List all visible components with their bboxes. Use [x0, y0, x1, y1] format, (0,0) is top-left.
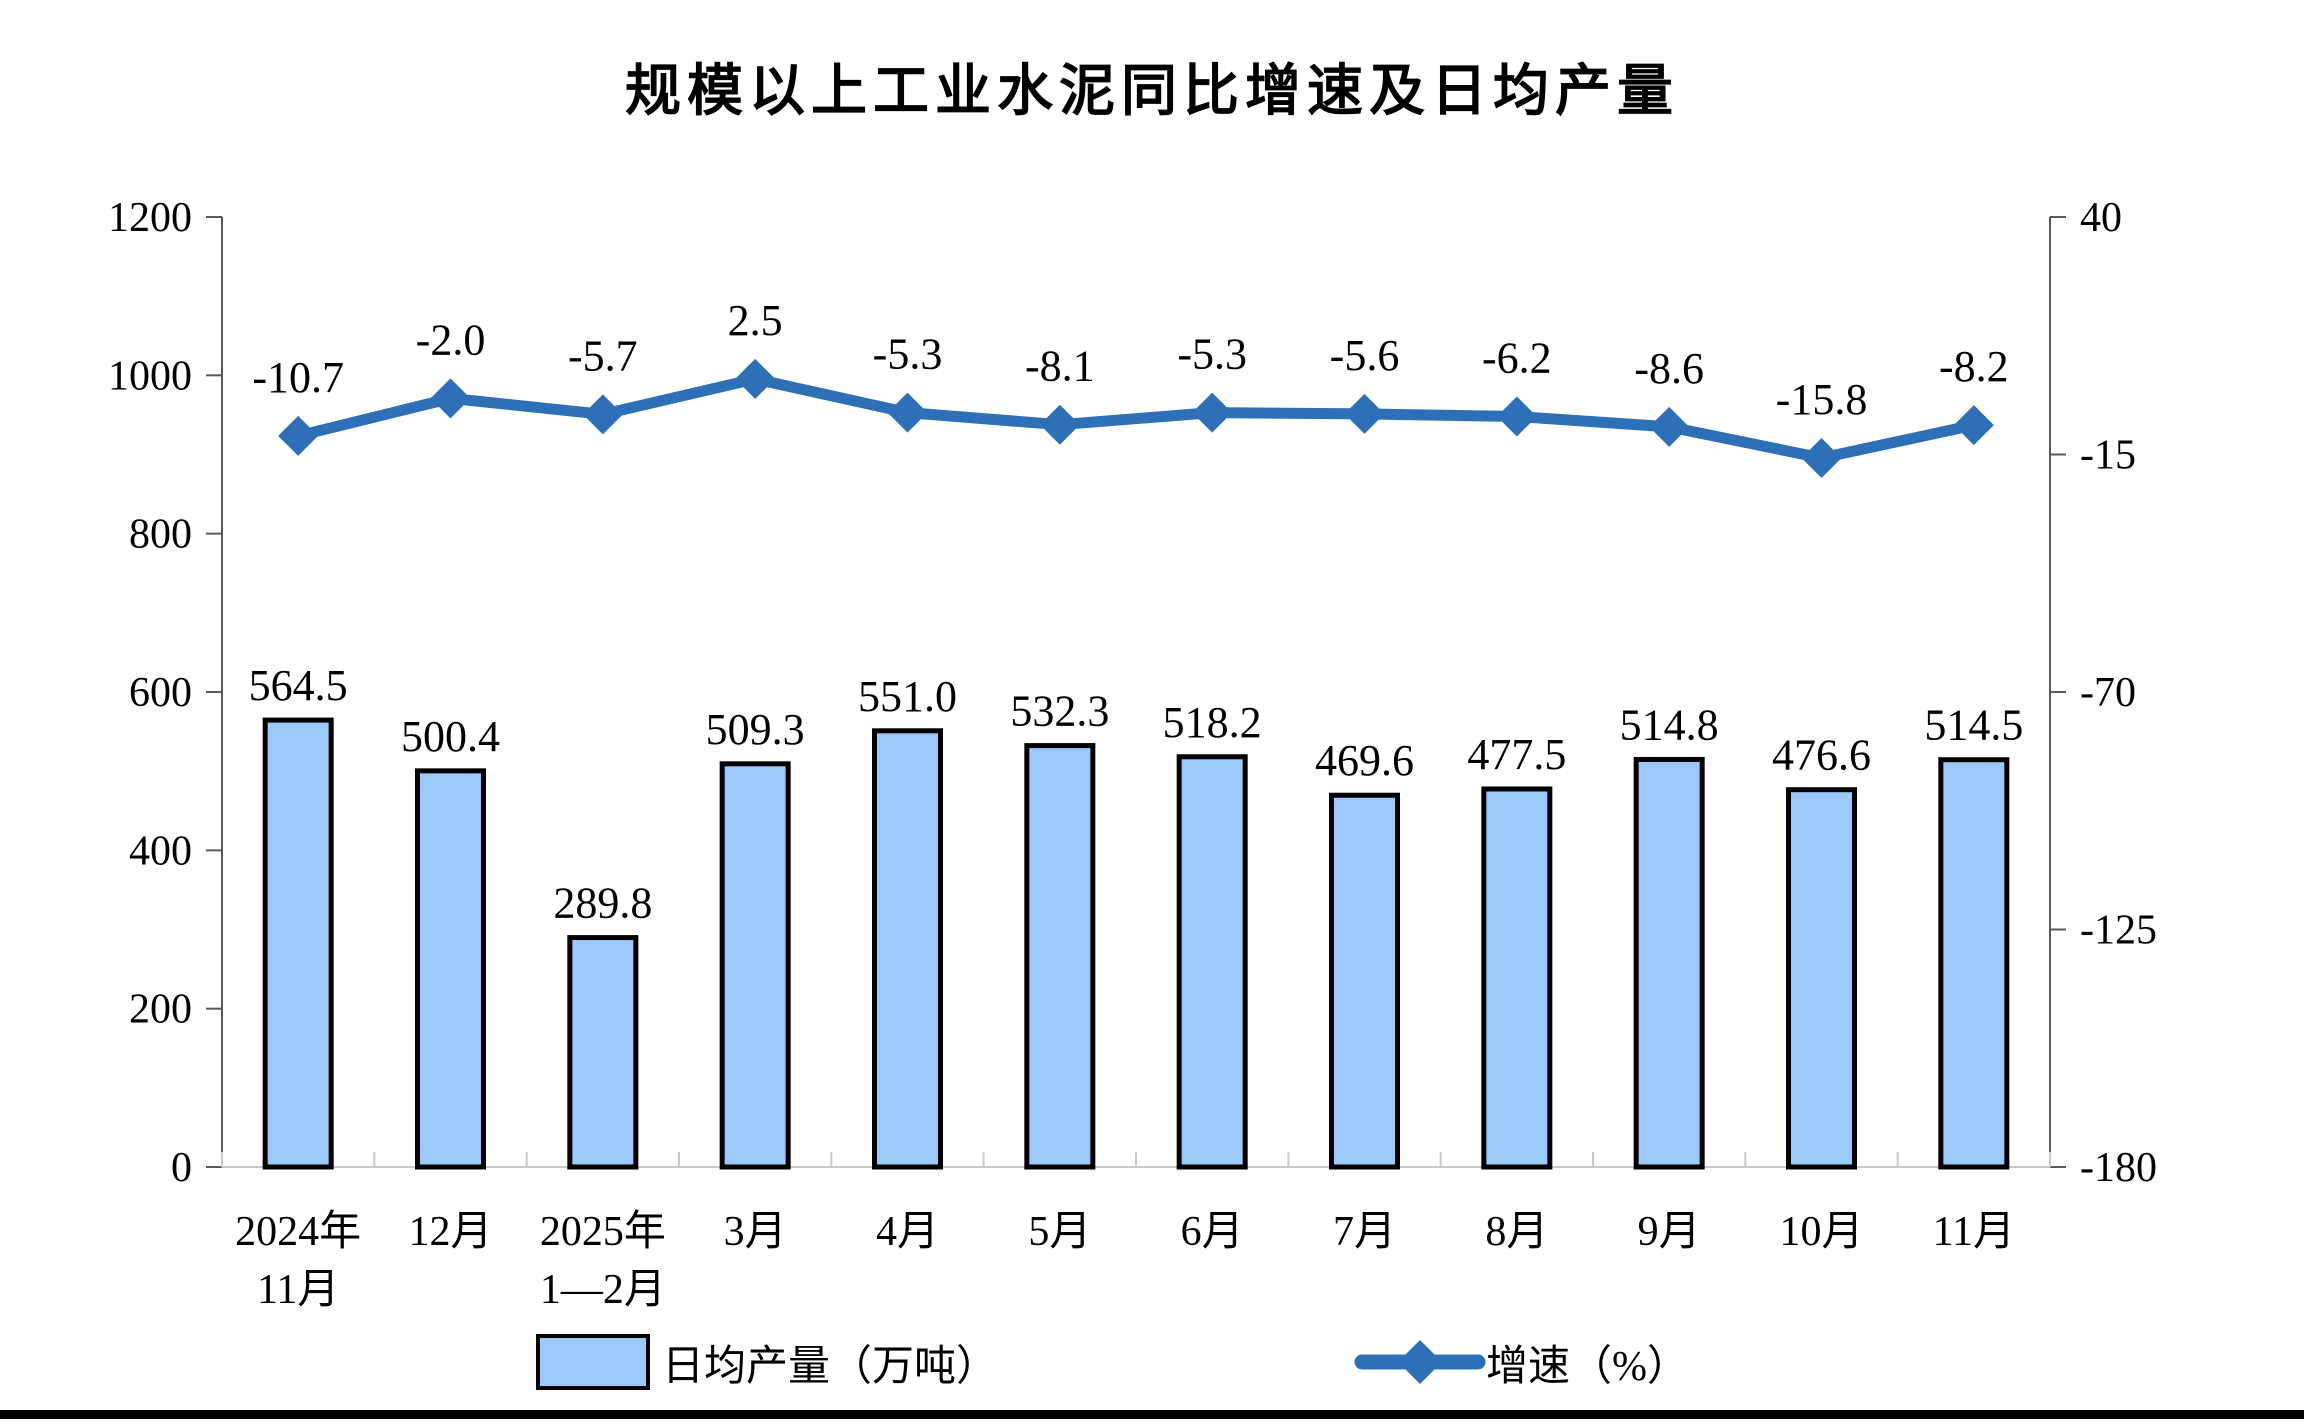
left-axis-tick-label: 400 [129, 828, 192, 874]
line-marker-diamond [430, 378, 471, 419]
bar-value-label: 509.3 [706, 705, 805, 754]
line-value-label: -6.2 [1482, 334, 1552, 383]
x-axis-category-label: 1—2月 [540, 1267, 666, 1313]
line-marker-diamond [1496, 396, 1537, 437]
left-axis-tick-label: 0 [171, 1145, 192, 1191]
x-axis-category-label: 7月 [1333, 1209, 1396, 1255]
legend-diamond-icon [1398, 1340, 1442, 1384]
line-value-label: -8.6 [1634, 344, 1704, 393]
bar [1481, 786, 1553, 1170]
line-value-label: -5.3 [873, 330, 943, 379]
x-axis-category-label: 8月 [1485, 1209, 1548, 1255]
line-value-label: 2.5 [728, 296, 783, 345]
bar [1024, 743, 1096, 1170]
x-axis-category-label: 10月 [1779, 1209, 1863, 1255]
bar [719, 761, 791, 1170]
bar-value-label: 551.0 [858, 672, 957, 721]
bar-value-label: 469.6 [1315, 736, 1414, 785]
right-axis-tick-label: 40 [2080, 195, 2122, 241]
line-value-label: -8.1 [1025, 342, 1095, 391]
bar-value-label: 477.5 [1467, 730, 1566, 779]
line-marker-diamond [1953, 405, 1994, 446]
x-axis-category-label: 2025年 [540, 1208, 666, 1255]
growth-line [292, 373, 1980, 464]
page-bottom-divider [0, 1410, 2304, 1419]
right-axis-tick-label: -70 [2080, 670, 2136, 716]
bar [262, 717, 334, 1170]
bar-value-label: 476.6 [1772, 731, 1871, 780]
x-axis-category-label: 4月 [876, 1209, 939, 1255]
left-axis-tick-label: 1000 [108, 353, 192, 399]
line-marker-diamond [1192, 392, 1233, 433]
line-marker-diamond [735, 358, 776, 399]
x-axis-category-label: 6月 [1181, 1209, 1244, 1255]
line-value-label: -5.7 [568, 331, 638, 380]
line-value-label: -10.7 [252, 353, 344, 402]
legend-bar-label: 日均产量（万吨） [662, 1344, 998, 1390]
chart-title: 规模以上工业水泥同比增速及日均产量 [625, 59, 1679, 122]
bar [415, 768, 486, 1170]
left-axis-tick-label: 200 [129, 987, 192, 1033]
bar-value-label: 514.5 [1924, 701, 2023, 750]
x-axis-category-label: 11月 [257, 1267, 339, 1313]
bar [1176, 754, 1248, 1170]
bar-value-label: 289.8 [553, 879, 652, 928]
line-marker-diamond [1344, 393, 1385, 434]
legend-line-label: 增速（%） [1486, 1344, 1689, 1390]
line-marker-diamond [1039, 404, 1080, 445]
x-axis-category-label: 11月 [1933, 1209, 2015, 1255]
line-marker-diamond [278, 415, 319, 456]
bar [567, 935, 639, 1170]
right-axis-tick-label: -180 [2080, 1145, 2157, 1191]
bar [1329, 792, 1400, 1170]
bar-value-label: 518.2 [1163, 698, 1262, 747]
bar [1633, 756, 1705, 1170]
x-axis-category-label: 2024年 [235, 1208, 361, 1255]
bar-value-label: 514.8 [1620, 700, 1719, 749]
line-marker-diamond [1801, 437, 1842, 478]
x-axis-category-label: 9月 [1638, 1209, 1701, 1255]
line-value-label: -5.6 [1330, 331, 1400, 380]
x-axis-category-label: 12月 [408, 1209, 492, 1255]
line-marker-diamond [582, 394, 623, 435]
legend-bar-swatch [536, 1334, 650, 1390]
line-marker-diamond [1649, 406, 1690, 447]
bar-value-label: 500.4 [401, 712, 500, 761]
bar [872, 728, 943, 1170]
line-value-label: -5.3 [1177, 330, 1247, 379]
x-axis-category-label: 3月 [724, 1209, 787, 1255]
bar [1786, 787, 1857, 1170]
left-axis-tick-label: 1200 [108, 195, 192, 241]
left-axis-tick-label: 800 [129, 512, 192, 558]
left-axis-tick-label: 600 [129, 670, 192, 716]
line-value-label: -15.8 [1776, 375, 1868, 424]
bar [1938, 757, 2010, 1170]
line-value-label: -2.0 [416, 315, 486, 364]
bar-value-label: 532.3 [1010, 687, 1109, 736]
line-value-label: -8.2 [1939, 342, 2009, 391]
x-axis-category-label: 5月 [1028, 1209, 1091, 1255]
right-axis-tick-label: -15 [2080, 433, 2136, 479]
bar-value-label: 564.5 [249, 661, 348, 710]
right-axis-tick-label: -125 [2080, 908, 2157, 954]
line-marker-diamond [887, 392, 928, 433]
